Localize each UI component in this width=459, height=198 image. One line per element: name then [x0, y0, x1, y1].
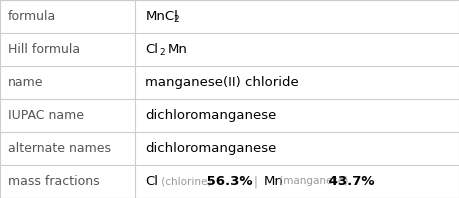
Text: MnCl: MnCl — [146, 10, 178, 23]
Text: manganese(II) chloride: manganese(II) chloride — [146, 76, 299, 89]
Text: (manganese): (manganese) — [276, 176, 349, 187]
Text: 56.3%: 56.3% — [202, 175, 253, 188]
Text: mass fractions: mass fractions — [8, 175, 100, 188]
Text: name: name — [8, 76, 44, 89]
Text: dichloromanganese: dichloromanganese — [146, 109, 277, 122]
Text: Cl: Cl — [146, 43, 158, 56]
Text: 2: 2 — [174, 15, 179, 24]
Text: Mn: Mn — [263, 175, 283, 188]
Text: Cl: Cl — [146, 175, 158, 188]
Text: |: | — [241, 175, 258, 188]
Text: (chlorine): (chlorine) — [158, 176, 212, 187]
Text: 2: 2 — [159, 48, 165, 57]
Text: formula: formula — [8, 10, 56, 23]
Text: alternate names: alternate names — [8, 142, 111, 155]
Text: Mn: Mn — [168, 43, 187, 56]
Text: Hill formula: Hill formula — [8, 43, 80, 56]
Text: dichloromanganese: dichloromanganese — [146, 142, 277, 155]
Text: IUPAC name: IUPAC name — [8, 109, 84, 122]
Text: 43.7%: 43.7% — [325, 175, 375, 188]
